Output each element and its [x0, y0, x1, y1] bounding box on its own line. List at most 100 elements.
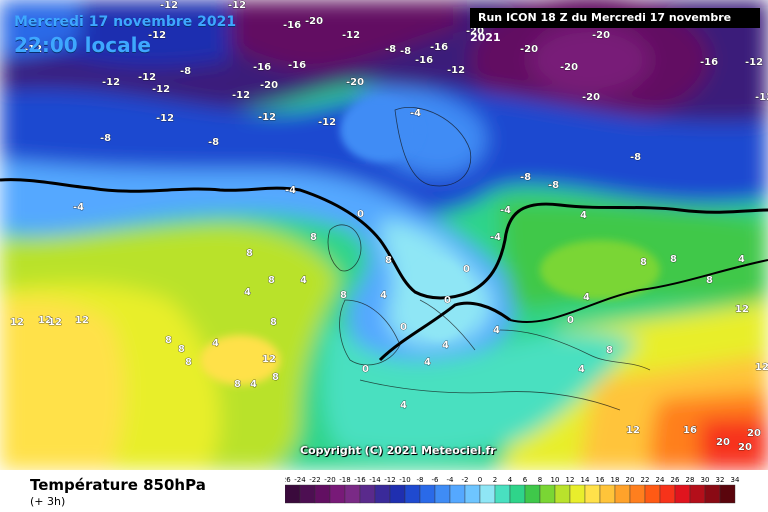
scale-swatch — [599, 484, 616, 504]
contour-label: -8 — [180, 66, 191, 77]
contour-label: -16 — [288, 60, 306, 71]
scale-tick-label: 34 — [731, 476, 740, 484]
scale-tick-label: 16 — [596, 476, 605, 484]
contour-label: 8 — [385, 255, 392, 266]
scale-swatch — [659, 484, 676, 504]
contour-label: -12 — [102, 77, 120, 88]
contour-label: -12 — [228, 0, 246, 11]
contour-label: -4 — [410, 108, 421, 119]
scale-swatch — [359, 484, 376, 504]
scale-tick-label: 14 — [581, 476, 590, 484]
contour-label: 8 — [340, 290, 347, 301]
scale-swatch — [554, 484, 571, 504]
contour-label: 4 — [424, 357, 431, 368]
contour-label: -4 — [500, 205, 511, 216]
scale-tick-label: -6 — [432, 476, 440, 484]
contour-label: 8 — [606, 345, 613, 356]
contour-label: 0 — [463, 264, 470, 275]
scale-swatch — [464, 484, 481, 504]
contour-label: -12 — [232, 90, 250, 101]
contour-label: 4 — [493, 325, 500, 336]
scale-swatch — [449, 484, 466, 504]
scale-swatch — [629, 484, 646, 504]
scale-tick-label: -18 — [339, 476, 350, 484]
contour-label: -8 — [208, 137, 219, 148]
contour-label: 4 — [400, 400, 407, 411]
contour-label: -12 — [148, 30, 166, 41]
contour-label: 12 — [626, 425, 640, 436]
contour-label: -20 — [592, 30, 610, 41]
contour-label: -8 — [548, 180, 559, 191]
contour-label: 8 — [270, 317, 277, 328]
scale-swatch — [689, 484, 706, 504]
contour-label: 8 — [706, 275, 713, 286]
scale-swatch — [285, 484, 301, 504]
contour-label: -12 — [138, 72, 156, 83]
scale-tick-label: 18 — [611, 476, 620, 484]
contour-label: 0 — [444, 295, 451, 306]
scale-swatch — [434, 484, 451, 504]
scale-swatch — [524, 484, 541, 504]
contour-label: 4 — [578, 364, 585, 375]
contour-label: 0 — [357, 209, 364, 220]
contour-label: 12 — [48, 317, 62, 328]
contour-label: -16 — [283, 20, 301, 31]
color-scale-legend: -26-24-22-20-18-16-14-12-10-8-6-4-202468… — [285, 476, 740, 504]
scale-tick-label: 8 — [538, 476, 542, 484]
scale-swatch — [494, 484, 511, 504]
contour-label: -4 — [73, 202, 84, 213]
copyright-text: Copyright (C) 2021 Meteociel.fr — [300, 444, 496, 457]
scale-swatch — [374, 484, 391, 504]
scale-swatch — [509, 484, 526, 504]
contour-label: -12 — [745, 57, 763, 68]
scale-swatch — [404, 484, 421, 504]
temperature-detail — [200, 98, 660, 385]
temperature-map: -12-12-16-20-12-12-8-8-16-20-20-20-20-20… — [0, 0, 768, 470]
contour-label: -8 — [630, 152, 641, 163]
scale-swatch — [674, 484, 691, 504]
isotherm-line — [509, 259, 768, 323]
scale-swatch — [614, 484, 631, 504]
contour-label: 4 — [380, 290, 387, 301]
contour-label: -20 — [520, 44, 538, 55]
contour-label: 20 — [747, 428, 761, 439]
contour-label: 12 — [38, 315, 52, 326]
contour-label: -12 — [152, 84, 170, 95]
scale-tick-label: 26 — [671, 476, 680, 484]
contour-label: 12 — [735, 304, 749, 315]
contour-label: 8 — [268, 275, 275, 286]
forecast-date: Mercredi 17 novembre 2021 — [14, 14, 237, 30]
contour-label: -8 — [100, 133, 111, 144]
contour-label: 8 — [640, 257, 647, 268]
contour-label: 20 — [738, 442, 752, 453]
scale-swatch — [719, 484, 736, 504]
scale-tick-label: 4 — [508, 476, 513, 484]
scale-tick-label: 6 — [523, 476, 528, 484]
contour-label: 8 — [246, 248, 253, 259]
scale-swatch — [584, 484, 601, 504]
contour-label: -20 — [560, 62, 578, 73]
contour-labels: -12-12-16-20-12-12-8-8-16-20-20-20-20-20… — [10, 0, 768, 453]
contour-label: 12 — [755, 362, 768, 373]
scale-tick-label: -24 — [294, 476, 306, 484]
contour-label: 8 — [272, 372, 279, 383]
scale-swatch — [704, 484, 721, 504]
contour-label: -20 — [466, 26, 484, 37]
contour-label: 4 — [442, 340, 449, 351]
scale-swatch — [344, 484, 361, 504]
contour-label: -4 — [490, 232, 501, 243]
isotherm-line — [378, 301, 511, 362]
contour-label: -12 — [342, 30, 360, 41]
contour-label: 4 — [250, 379, 257, 390]
scale-tick-label: -10 — [399, 476, 410, 484]
scale-tick-label: 12 — [566, 476, 575, 484]
contour-label: -4 — [285, 185, 296, 196]
contour-label: -16 — [700, 57, 718, 68]
contour-label: -8 — [385, 44, 396, 55]
contour-label: 8 — [178, 344, 185, 355]
contour-label: 8 — [234, 379, 241, 390]
contour-label: 4 — [583, 292, 590, 303]
contour-label: 8 — [310, 232, 317, 243]
map-title: Température 850hPa — [30, 476, 206, 494]
